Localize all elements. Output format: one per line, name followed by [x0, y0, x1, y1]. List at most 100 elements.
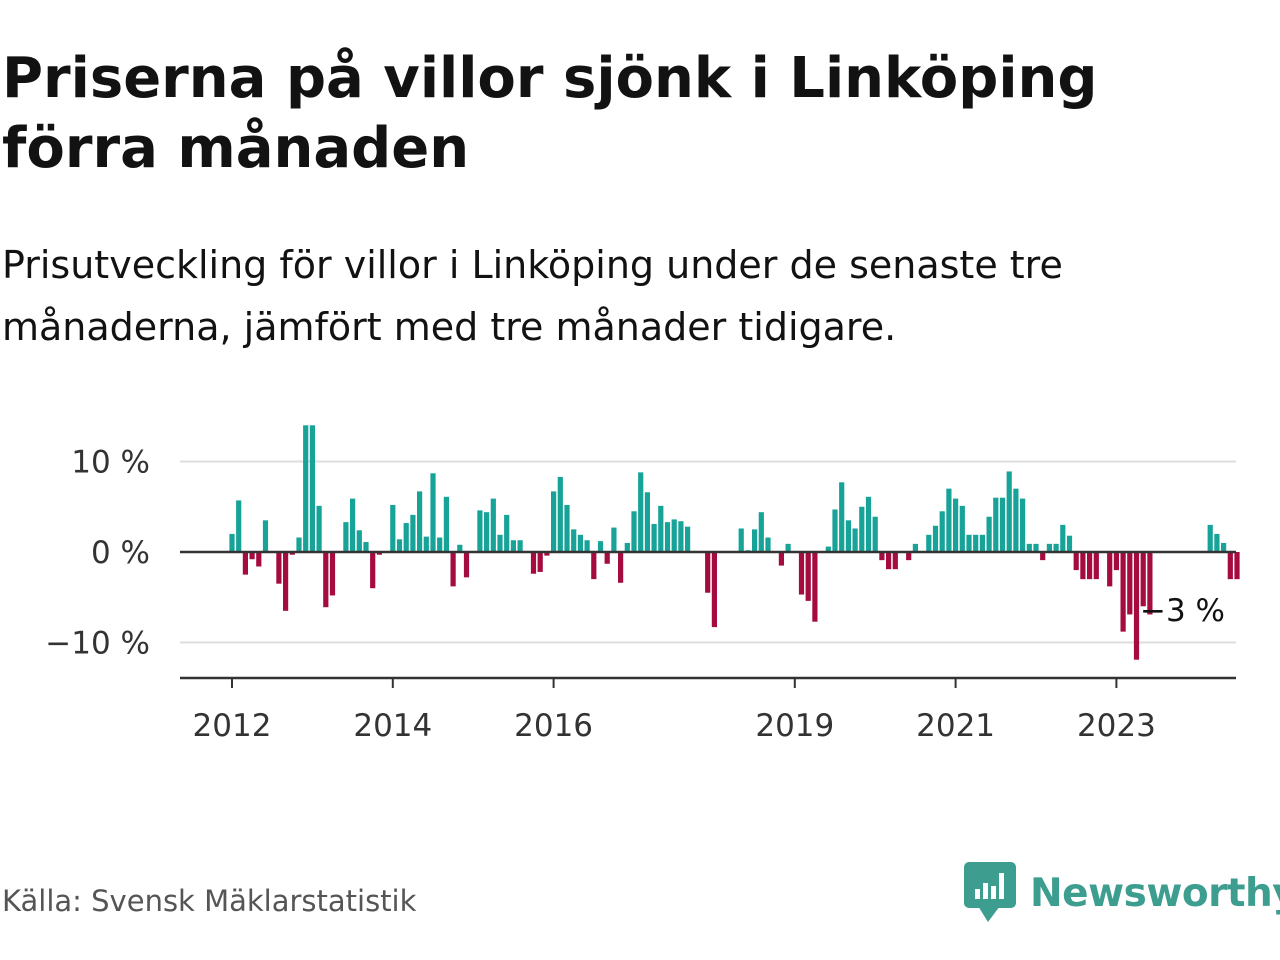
bar — [410, 514, 416, 552]
bar — [879, 552, 885, 561]
bar — [979, 534, 985, 552]
bar — [457, 544, 463, 552]
bar — [865, 496, 872, 552]
bar — [484, 512, 490, 552]
bar — [1006, 471, 1012, 552]
bar — [658, 505, 664, 552]
bar — [986, 516, 992, 552]
bar — [1026, 543, 1032, 552]
bar — [1147, 552, 1153, 615]
bar — [1053, 543, 1059, 552]
bar — [758, 512, 764, 552]
x-tick-label: 2023 — [1077, 708, 1156, 744]
source-note: Källa: Svensk Mäklarstatistik — [2, 884, 417, 918]
bar — [443, 496, 449, 552]
bar — [785, 543, 791, 552]
bar — [242, 552, 248, 575]
bar — [343, 522, 349, 552]
bar — [1113, 552, 1119, 571]
bar — [1093, 552, 1099, 580]
bar — [463, 552, 470, 578]
bar — [886, 552, 892, 570]
bar — [363, 542, 369, 552]
bar — [1140, 552, 1146, 607]
bar — [1107, 552, 1113, 587]
bar — [309, 425, 315, 552]
bar — [705, 552, 711, 593]
bar — [644, 492, 650, 552]
bar — [664, 522, 671, 552]
bar — [584, 540, 590, 552]
bar — [504, 514, 510, 552]
bar — [966, 534, 972, 552]
bar — [262, 520, 269, 552]
bar — [423, 536, 429, 552]
bar — [973, 534, 979, 552]
bar — [1234, 552, 1240, 580]
bar — [638, 472, 644, 552]
bar — [497, 534, 503, 552]
bar — [1221, 542, 1227, 552]
bar — [316, 505, 322, 552]
bar — [430, 473, 436, 552]
bar — [544, 552, 550, 556]
bar — [510, 540, 516, 552]
newsworthy-bar-chart-icon — [964, 862, 1016, 922]
bar — [571, 529, 577, 552]
x-tick-label: 2014 — [353, 708, 432, 744]
bar — [872, 516, 878, 552]
bar — [450, 552, 456, 587]
bar — [537, 552, 543, 572]
bar — [798, 552, 805, 595]
y-tick-label: 10 % — [71, 445, 150, 481]
bar — [926, 534, 932, 552]
y-tick-label: −10 % — [45, 626, 150, 662]
bar — [1133, 552, 1140, 660]
bar — [477, 510, 483, 552]
bar — [671, 519, 677, 552]
bar — [376, 552, 382, 555]
bar — [356, 530, 362, 552]
brand-logo: Newsworthy — [964, 862, 1280, 924]
bar — [597, 541, 604, 552]
chart-subtitle: Prisutveckling för villor i Linköping un… — [2, 243, 1063, 349]
bar — [289, 552, 295, 555]
bar — [765, 537, 771, 552]
bar — [390, 504, 396, 552]
bar — [953, 498, 959, 552]
bar — [1207, 524, 1213, 552]
x-tick-label: 2012 — [193, 708, 272, 744]
bar — [370, 552, 376, 589]
bar — [517, 540, 523, 552]
bar — [229, 533, 235, 552]
bar — [939, 511, 945, 552]
bar — [1033, 543, 1039, 552]
bar — [283, 552, 289, 611]
bar — [1127, 552, 1133, 615]
bar — [350, 498, 356, 552]
bar — [678, 521, 684, 552]
x-tick-label: 2016 — [514, 708, 593, 744]
y-tick-label: 0 % — [91, 535, 150, 571]
bar — [1020, 498, 1026, 552]
bar — [1227, 552, 1233, 580]
bar — [845, 520, 851, 552]
bar — [711, 552, 717, 628]
bar — [417, 491, 423, 552]
bar — [832, 509, 838, 552]
bar — [685, 526, 691, 552]
x-tick-label: 2021 — [916, 708, 995, 744]
bar — [557, 476, 563, 552]
bar — [852, 528, 858, 552]
bar — [249, 552, 255, 560]
bar — [611, 527, 617, 552]
brand-name: Newsworthy — [1030, 870, 1280, 916]
latest-value-label: −3 % — [1140, 593, 1225, 629]
bar — [1073, 552, 1079, 571]
bar — [490, 498, 496, 552]
bar — [1214, 533, 1220, 552]
bar — [906, 552, 912, 561]
bar — [437, 537, 443, 552]
bar — [959, 505, 965, 552]
bar — [303, 425, 309, 552]
